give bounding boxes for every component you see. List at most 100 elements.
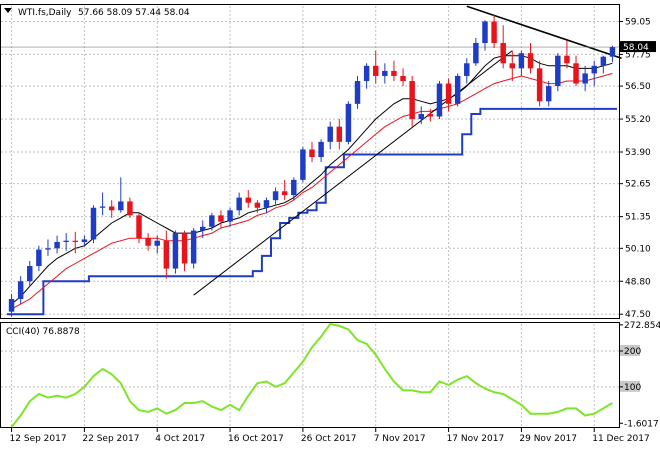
candle-body [491,21,497,44]
dropdown-triangle-icon[interactable] [4,8,12,13]
candle-body [382,70,388,76]
candle [236,192,242,216]
candle-body [236,197,242,211]
candle [291,177,297,201]
candle [36,245,42,272]
x-tick-label: 11 Dec 2017 [592,434,650,444]
candle-body [54,241,60,249]
candle [536,60,543,107]
candle-body [354,81,361,104]
cci-label: CCI(40) 76.8878 [6,327,80,337]
candle-body [373,65,379,76]
candle [327,121,333,150]
candle [127,197,133,218]
candle-body [445,83,452,104]
candle-body [427,113,434,117]
candle-body [17,281,24,299]
candle-body [136,215,142,239]
candle-body [36,249,42,267]
candle-body [391,70,397,76]
candle-body [227,210,233,222]
candle-body [291,179,297,196]
candle [309,141,315,163]
svg-text:58.04: 58.04 [623,43,649,53]
candle-body [555,55,561,87]
price-y-axis: 59.05 57.75 56.50 55.20 53.90 52.65 51.35 50.10… [619,17,651,320]
candle-body [172,233,179,269]
candle [190,228,197,269]
candle-body [336,126,343,142]
price-panel-frame [0,4,620,319]
y-tick-label: 200 [624,347,641,357]
x-tick-label: 7 Nov 2017 [374,434,426,444]
y-tick-label: 272.8548 [624,321,660,331]
candle [482,20,488,51]
candle-body [145,238,151,246]
candle-body [108,206,115,211]
candle [163,230,170,279]
candle [473,37,479,66]
candle [200,220,206,239]
candle [609,45,616,63]
candle-body [309,149,315,158]
candle [99,192,106,216]
x-tick-label: 12 Sep 2017 [10,434,67,444]
candle-body [190,230,197,264]
candle-body [272,191,279,201]
candle [573,55,579,87]
candle [400,68,406,87]
cci-panel-frame [0,322,620,428]
y-tick-label: 52.65 [625,180,651,190]
candle-body [573,63,579,84]
y-tick-label: -1.6017 [624,419,659,429]
y-tick-label: 48.80 [625,277,651,287]
trailing-stop-line [7,107,617,316]
candle [118,177,124,213]
candle [500,25,506,69]
candle [300,146,306,183]
candle [436,81,443,120]
candle-body [509,63,516,69]
x-tick-label: 4 Oct 2017 [155,434,205,444]
candle [272,187,279,206]
x-tick-label: 29 Nov 2017 [519,434,577,444]
candle-body [436,83,443,117]
y-tick-label: 50.10 [625,244,651,254]
candle-body [127,201,133,216]
candle-body [500,43,506,64]
candle [54,235,60,254]
candle [27,260,33,287]
candle-body [400,75,406,82]
candle [373,50,379,84]
candle [454,73,461,107]
candle-body [72,240,79,242]
candle [409,75,415,127]
candle [263,197,270,213]
candle [227,207,233,227]
candle-body [545,86,552,102]
candle-body [536,68,543,102]
candle-body [45,248,51,250]
candle-body [90,207,97,240]
candle [509,50,516,82]
level-tag [620,344,640,356]
y-tick-label: 59.05 [625,17,651,27]
candle-body [118,201,124,211]
candle [63,233,69,251]
candle [491,15,497,49]
x-tick-label: 26 Oct 2017 [301,434,357,444]
candle [363,63,370,89]
candle [527,43,534,74]
level-tag [620,380,640,392]
candle [90,205,97,244]
candle [591,60,597,87]
candle-body [418,113,424,120]
candle-body [209,215,215,227]
last-price-tag: 58.04 [620,41,656,53]
candle-body [99,206,106,208]
y-tick-label: 53.90 [625,148,651,158]
candle-body [464,63,470,76]
ohlc-label: 57.66 58.09 57.44 58.04 [78,8,190,18]
candle [336,119,343,150]
